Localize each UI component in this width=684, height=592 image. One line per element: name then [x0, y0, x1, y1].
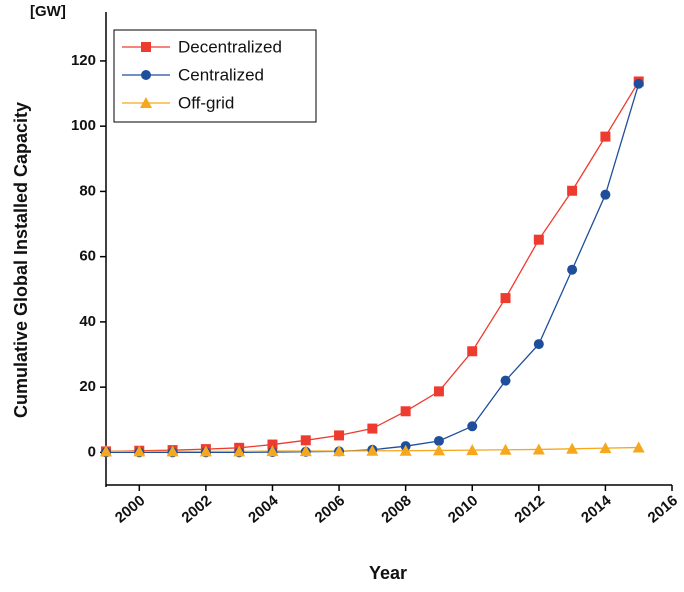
x-tick-label: 2012 [511, 492, 547, 526]
marker [266, 445, 279, 457]
marker [166, 445, 179, 457]
x-tick-label: 2004 [245, 492, 282, 527]
marker [533, 234, 544, 245]
marker [432, 444, 445, 456]
unit-label: [GW] [30, 3, 66, 20]
marker [433, 435, 444, 446]
marker [566, 442, 579, 454]
marker [400, 406, 411, 417]
marker [600, 189, 611, 200]
series-line [106, 83, 640, 454]
x-tick-label: 2014 [578, 492, 615, 527]
marker [467, 346, 478, 357]
series-line [105, 81, 640, 453]
marker [133, 445, 146, 457]
marker [199, 445, 212, 457]
marker [533, 339, 544, 350]
marker [100, 445, 112, 457]
marker [599, 442, 612, 454]
x-tick-label: 2008 [378, 492, 414, 526]
marker [233, 445, 246, 457]
marker [567, 185, 578, 196]
marker [532, 443, 545, 455]
marker [467, 421, 478, 432]
legend-marker [141, 70, 151, 80]
marker [267, 439, 278, 450]
y-tick-label: 40 [79, 313, 96, 330]
marker [633, 78, 644, 89]
legend-label: Decentralized [178, 37, 282, 56]
x-tick-label: 2006 [312, 492, 348, 526]
marker [600, 131, 611, 142]
marker [499, 443, 512, 455]
marker [632, 441, 645, 453]
marker [367, 423, 378, 434]
y-axis-label: Cumulative Global Installed Capacity [11, 102, 31, 418]
marker [299, 445, 312, 457]
marker [333, 445, 346, 457]
marker [433, 386, 444, 397]
marker [399, 444, 412, 456]
x-tick-label: 2016 [645, 492, 681, 526]
marker [334, 430, 345, 441]
y-tick-label: 20 [79, 378, 96, 395]
marker [466, 444, 479, 456]
y-tick-label: 80 [79, 182, 96, 199]
y-tick-label: 60 [79, 248, 96, 265]
x-tick-label: 2002 [179, 492, 215, 526]
y-tick-label: 0 [88, 443, 96, 460]
x-tick-label: 2000 [112, 492, 148, 526]
legend-label: Centralized [178, 65, 264, 84]
x-tick-label: 2010 [445, 492, 481, 526]
marker [500, 375, 511, 386]
marker [300, 435, 311, 446]
legend-label: Off-grid [178, 93, 234, 112]
marker [366, 444, 379, 456]
legend-marker [141, 42, 151, 52]
y-tick-label: 100 [71, 117, 96, 134]
marker [500, 293, 511, 304]
x-axis-label: Year [369, 563, 407, 583]
legend-marker [140, 97, 152, 108]
y-tick-label: 120 [71, 52, 96, 69]
marker [567, 264, 578, 275]
